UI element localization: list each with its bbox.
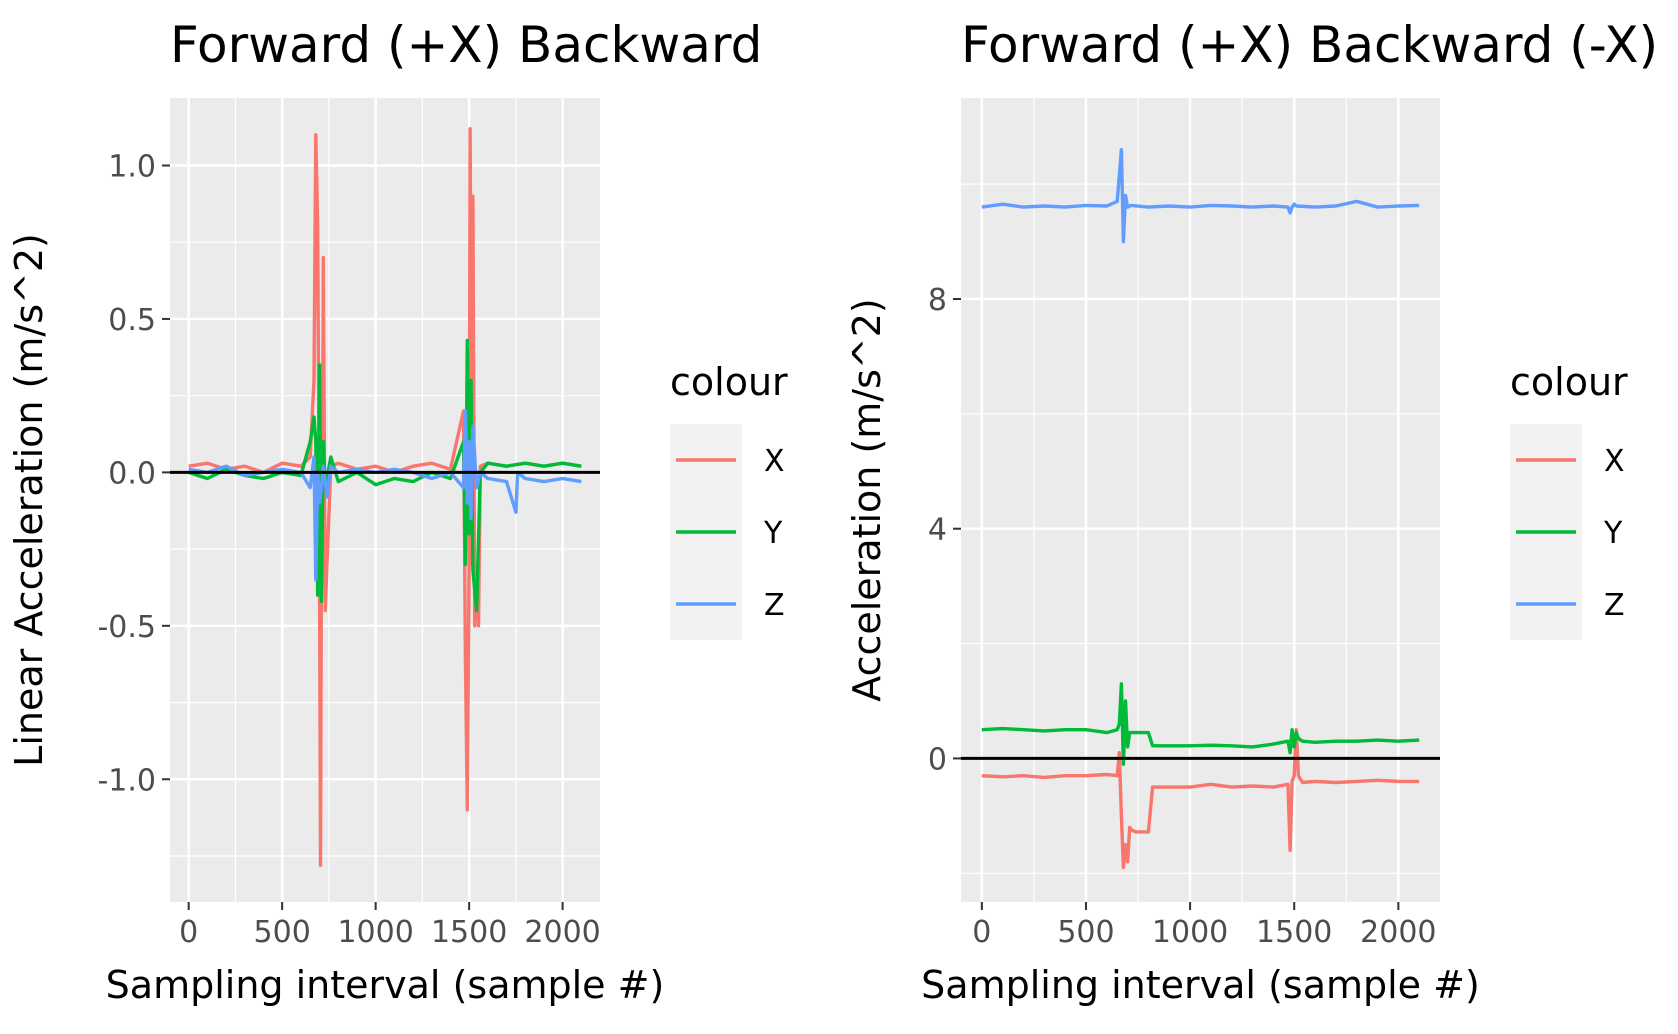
y-tick-label: 4 xyxy=(928,513,947,548)
x-axis-title: Sampling interval (sample #) xyxy=(106,963,665,1007)
y-axis-title: Acceleration (m/s^2) xyxy=(845,298,889,702)
x-tick-label: 2000 xyxy=(1360,915,1436,950)
legend-label-X: X xyxy=(764,444,785,479)
y-tick-label: 0.5 xyxy=(108,303,156,338)
legend-label-Y: Y xyxy=(1603,516,1623,551)
series-line-Z xyxy=(188,409,582,582)
x-tick-label: 0 xyxy=(179,915,198,950)
x-tick-label: 1000 xyxy=(1152,915,1228,950)
x-tick-label: 1500 xyxy=(1256,915,1332,950)
chart-panel-2: 0 500 1000 1500 2000 8 4 0 Forward (+X) Backward… xyxy=(845,16,1658,1007)
legend-title: colour xyxy=(670,360,788,404)
x-tick-label: 1000 xyxy=(337,915,413,950)
series-line-X xyxy=(981,728,1420,870)
x-tick-label: 0 xyxy=(972,915,991,950)
x-tick-label: 500 xyxy=(1057,915,1114,950)
y-tick-label: 8 xyxy=(928,283,947,318)
chart-panel-1: 0 500 1000 1500 2000 1.0 0.5 0.0 -0.5 -1.0 Forward… xyxy=(7,16,788,1007)
legend-title: colour xyxy=(1510,360,1628,404)
x-tick-label: 2000 xyxy=(524,915,600,950)
x-tick-label: 1500 xyxy=(431,915,507,950)
y-axis-title: Linear Acceleration (m/s^2) xyxy=(7,233,51,767)
series-line-Z xyxy=(981,148,1420,244)
legend-label-X: X xyxy=(1604,444,1625,479)
plot-panel-background xyxy=(170,98,600,902)
chart-title: Forward (+X) Backward xyxy=(170,16,762,74)
x-tick-label: 500 xyxy=(254,915,311,950)
x-axis-title: Sampling interval (sample #) xyxy=(921,963,1480,1007)
legend-label-Y: Y xyxy=(763,516,783,551)
series-line-Y xyxy=(981,682,1420,766)
legend-label-Z: Z xyxy=(764,588,785,623)
y-tick-label: -0.5 xyxy=(97,610,156,645)
y-tick-label: 0 xyxy=(928,742,947,777)
legend-label-Z: Z xyxy=(1604,588,1625,623)
legend: colour X Y Z xyxy=(670,360,788,640)
plot-panel-background xyxy=(961,98,1440,902)
y-tick-label: -1.0 xyxy=(97,763,156,798)
y-tick-label: 0.0 xyxy=(108,456,156,491)
chart-title: Forward (+X) Backward (-X) xyxy=(961,16,1658,74)
y-tick-label: 1.0 xyxy=(108,150,156,185)
legend: colour X Y Z xyxy=(1510,360,1628,640)
